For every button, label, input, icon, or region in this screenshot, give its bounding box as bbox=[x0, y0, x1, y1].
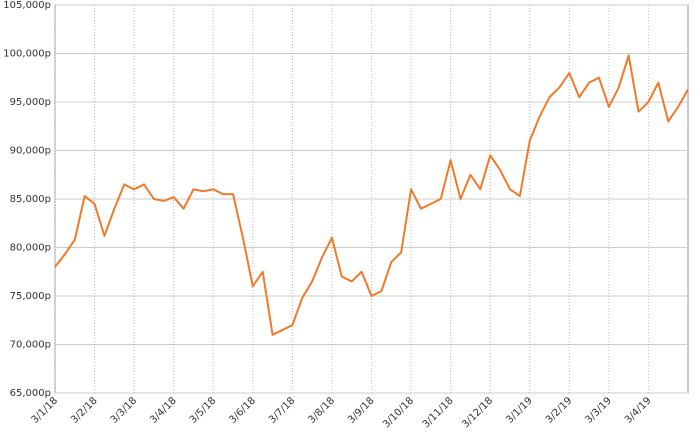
x-tick-label: 3/7/18 bbox=[267, 395, 298, 426]
x-tick-label: 3/9/18 bbox=[346, 395, 377, 426]
y-tick-label: 80,000p bbox=[10, 243, 51, 254]
y-tick-label: 100,000p bbox=[3, 49, 51, 60]
y-tick-label: 70,000p bbox=[10, 340, 51, 351]
x-tick-label: 3/10/18 bbox=[381, 395, 416, 430]
y-tick-label: 75,000p bbox=[10, 291, 51, 302]
x-tick-label: 3/5/18 bbox=[188, 395, 219, 426]
x-tick-label: 3/3/18 bbox=[109, 395, 140, 426]
y-tick-label: 65,000p bbox=[10, 388, 51, 399]
x-tick-label: 3/4/18 bbox=[148, 395, 179, 426]
x-tick-label: 3/11/18 bbox=[421, 395, 456, 430]
x-tick-label: 3/6/18 bbox=[227, 395, 258, 426]
x-tick-label: 3/3/19 bbox=[583, 395, 614, 426]
y-tick-label: 95,000p bbox=[10, 97, 51, 108]
y-tick-label: 90,000p bbox=[10, 146, 51, 157]
y-tick-label: 85,000p bbox=[10, 194, 51, 205]
y-tick-label: 105,000p bbox=[3, 0, 51, 11]
price-line bbox=[54, 54, 689, 336]
x-tick-label: 3/2/19 bbox=[544, 395, 575, 426]
x-tick-label: 3/12/18 bbox=[460, 395, 495, 430]
x-tick-label: 3/1/18 bbox=[30, 395, 61, 426]
x-tick-label: 3/1/19 bbox=[504, 395, 535, 426]
x-tick-label: 3/8/18 bbox=[307, 395, 338, 426]
x-tick-label: 3/2/18 bbox=[69, 395, 100, 426]
x-tick-label: 3/4/19 bbox=[623, 395, 654, 426]
